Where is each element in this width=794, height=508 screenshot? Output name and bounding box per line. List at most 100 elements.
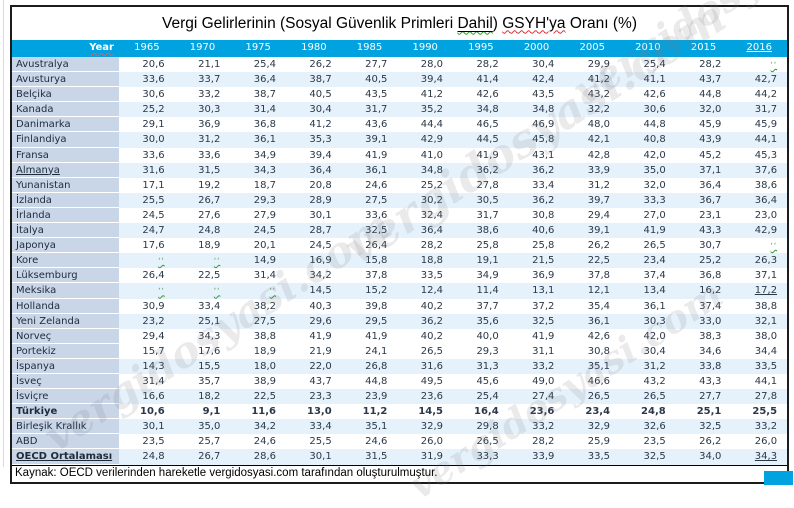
country-label: OECD Ortalaması [12,449,119,465]
value-cell: 35,0 [643,164,666,176]
value-cell: 43,3 [699,375,722,387]
value-cell: 26,4 [365,240,388,252]
value-cell: 23,4 [643,255,666,267]
value-cell: 14,5 [418,406,444,418]
value-cell: 36,4 [699,179,722,191]
value-cell: 39,8 [365,300,388,312]
value-cell: 34,0 [699,451,722,463]
table-row: Birleşik Krallık 30,1 35,0 34,2 33,4 35,1 32,9… [12,419,787,435]
value-cell: 18,8 [420,255,444,267]
value-cell: 14,5 [309,285,332,297]
no-data-mark: ʻʻ [770,61,778,69]
value-cell: 46,5 [476,119,499,131]
value-cell: 26,4 [142,270,165,282]
value-cell: 49,0 [532,375,555,387]
value-cell: 39,1 [365,134,388,146]
country-label: Fransa [12,147,119,163]
value-cell: 45,9 [754,119,778,131]
value-cell: 17,1 [142,179,165,191]
value-cell: 45,6 [476,375,499,387]
value-cell: 38,7 [309,74,332,86]
value-cell: 30,4 [643,345,666,357]
value-cell: 31,4 [253,270,277,282]
value-cell: 39,1 [587,225,611,237]
country-label: Portekiz [12,343,119,359]
value-cell: 33,2 [754,421,778,433]
value-cell: 29,8 [476,421,499,433]
value-cell: ʻʻ [119,253,175,268]
value-cell: 42,6 [587,330,611,342]
value-cell: 24,6 [253,436,277,448]
value-cell: 23,3 [309,391,332,403]
value-cell: 30,7 [699,240,722,252]
value-cell: 24,8 [142,451,165,463]
value-cell: 41,9 [309,330,332,342]
value-cell: 27,8 [476,179,499,191]
value-cell: 41,4 [476,74,499,86]
value-cell: 33,6 [142,149,165,161]
year-col-1980: 1980 [301,42,327,53]
value-cell: 13,0 [307,406,332,418]
table-row: Lüksemburg 26,4 22,5 31,4 34,2 37,8 33,5 34,9 36… [12,268,787,284]
value-cell: 30,6 [643,104,666,116]
country-label: Belçika [12,87,119,103]
value-cell: 33,9 [587,164,611,176]
value-cell: 16,2 [699,285,722,297]
value-cell: 30,3 [643,315,666,327]
country-label: İzlanda [12,192,119,208]
value-cell: 32,5 [365,225,388,237]
year-col-1965: 1965 [134,42,160,53]
value-cell: 37,6 [754,164,778,176]
value-cell: 23,9 [365,391,388,403]
value-cell: 22,5 [253,391,277,403]
value-cell: 19,1 [476,255,499,267]
country-label: Lüksemburg [12,268,119,284]
value-cell: 41,1 [643,74,666,86]
value-cell: 31,9 [420,451,444,463]
value-cell: 30,8 [532,209,555,221]
value-cell: 39,4 [420,74,444,86]
value-cell: 36,9 [198,119,221,131]
value-cell: 26,5 [420,345,444,357]
value-cell: 34,8 [476,104,499,116]
value-cell: 43,2 [643,375,666,387]
country-label: Kore [12,253,119,269]
table-row: Portekiz 15,7 17,6 18,9 21,9 24,1 26,5 29,3 31,1… [12,343,787,359]
table-row: İspanya 14,3 15,5 18,0 22,0 26,8 31,6 31,3 33,2 3… [12,358,787,374]
value-cell: 14,9 [253,255,277,267]
value-cell: 30,1 [309,209,332,221]
value-cell: 32,1 [754,315,778,327]
value-cell: 27,4 [532,391,555,403]
value-cell: 30,4 [309,104,332,116]
value-cell: 30,1 [309,451,332,463]
value-cell: 41,2 [420,89,444,101]
value-cell: 44,2 [754,89,778,101]
value-cell: 25,5 [142,194,165,206]
value-cell: 36,4 [420,225,444,237]
value-cell: 23,0 [754,209,778,221]
table-row: OECD Ortalaması 24,8 26,7 28,6 30,1 31,5 31,9 3… [12,449,787,465]
value-cell: 25,8 [532,240,555,252]
year-col-2015: 2015 [690,42,717,53]
value-cell: 23,4 [585,406,611,418]
value-cell: 43,2 [587,89,611,101]
value-cell: 32,5 [532,315,555,327]
value-cell: 41,0 [420,149,444,161]
value-cell: 22,5 [587,255,611,267]
value-cell: ʻʻ [119,283,175,298]
value-cell: 41,2 [587,74,611,86]
title-text-1: Vergi Gelirlerinin (Sosyal Güvenlik Prim… [161,14,458,32]
value-cell: 35,0 [198,421,221,433]
country-label: Finlandiya [12,132,119,148]
value-cell: 38,0 [754,330,778,342]
value-cell: 20,8 [309,179,332,191]
value-cell: 30,9 [142,300,165,312]
value-cell: 28,9 [309,194,332,206]
value-cell: 18,0 [253,360,277,372]
value-cell: 24,8 [641,406,666,418]
value-cell: 43,6 [365,119,388,131]
table-row: Yunanistan 17,1 19,2 18,7 20,8 24,6 25,2 27,8 33… [12,177,787,193]
value-cell: 31,5 [198,164,221,176]
value-cell: 19,2 [198,179,221,191]
value-cell: 43,9 [699,134,722,146]
